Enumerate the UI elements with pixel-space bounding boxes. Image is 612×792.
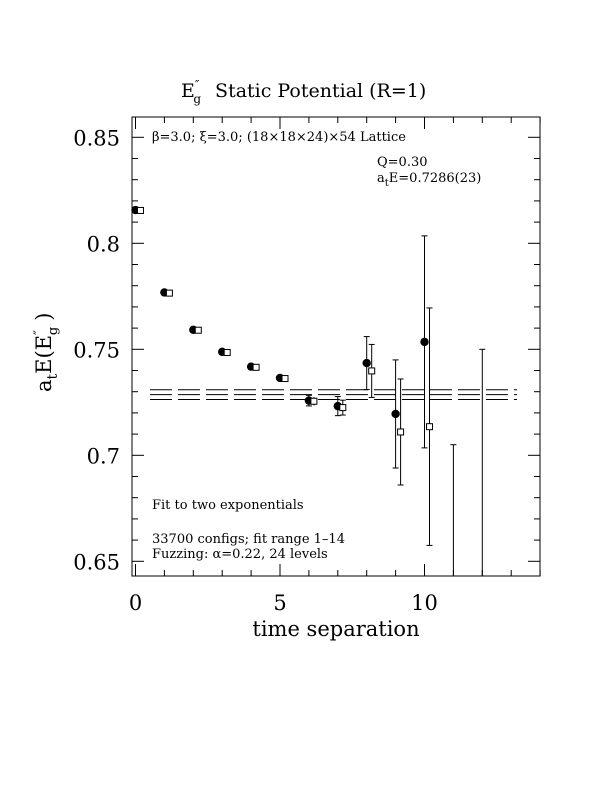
ylabel-prime: ″ bbox=[32, 330, 47, 335]
data-point-square bbox=[368, 367, 376, 375]
configs-annotation: 33700 configs; fit range 1–14 bbox=[152, 532, 345, 547]
fit-band bbox=[149, 389, 517, 401]
y-tick-label: 0.85 bbox=[73, 126, 120, 150]
fit-type-annotation: Fit to two exponentials bbox=[152, 498, 304, 513]
x-tick-label: 10 bbox=[411, 591, 438, 615]
marker-group bbox=[131, 205, 433, 436]
data-point-square bbox=[194, 326, 202, 334]
title-prime: ″ bbox=[195, 78, 200, 92]
title-rest: Static Potential (R=1) bbox=[215, 80, 426, 102]
data-point-square bbox=[165, 289, 173, 297]
ylabel-t: t bbox=[45, 373, 61, 379]
ylabel-close: ) bbox=[32, 313, 56, 321]
tick-group bbox=[132, 117, 541, 576]
data-point-square bbox=[426, 423, 433, 431]
y-tick-label: 0.8 bbox=[87, 232, 120, 256]
x-axis-label: time separation bbox=[252, 617, 419, 641]
ate-annotation: atE=0.7286(23) bbox=[377, 171, 481, 189]
ylabel-g: g bbox=[46, 327, 61, 335]
ylabel-e: E(E bbox=[32, 335, 56, 374]
y-tick-label: 0.75 bbox=[73, 338, 120, 362]
data-point-circle bbox=[391, 409, 400, 419]
y-tick-label: 0.65 bbox=[73, 550, 120, 574]
data-point-circle bbox=[420, 337, 429, 347]
error-bar-group bbox=[135, 208, 486, 576]
ate-prefix: a bbox=[377, 171, 385, 186]
q-annotation: Q=0.30 bbox=[377, 155, 428, 170]
data-point-square bbox=[397, 428, 405, 436]
chart-title: E″ g Static Potential (R=1) bbox=[181, 78, 426, 106]
data-point-circle bbox=[362, 358, 371, 368]
x-tick-label: 0 bbox=[129, 591, 142, 615]
x-tick-label: 5 bbox=[273, 591, 286, 615]
y-axis-label: atE(E″g) bbox=[32, 313, 61, 392]
ate-rest: E=0.7286(23) bbox=[389, 171, 482, 186]
data-point-square bbox=[252, 363, 260, 371]
data-point-square bbox=[310, 397, 318, 405]
data-point-square bbox=[223, 348, 231, 356]
ate-sub: t bbox=[385, 178, 389, 189]
data-point-square bbox=[339, 404, 347, 412]
title-sub: g bbox=[193, 92, 201, 106]
plot-frame bbox=[131, 116, 541, 577]
fuzzing-annotation: Fuzzing: α=0.22, 24 levels bbox=[152, 547, 328, 562]
lattice-annotation: β=3.0; ξ=3.0; (18×18×24)×54 Lattice bbox=[152, 130, 406, 145]
y-tick-label: 0.7 bbox=[87, 444, 120, 468]
tick-label-group: 0 5 10 0.65 0.7 0.75 0.8 0.85 bbox=[73, 126, 438, 615]
data-point-square bbox=[137, 206, 144, 214]
ylabel-a: a bbox=[32, 379, 56, 392]
data-point-square bbox=[281, 375, 289, 383]
title-symbol: E bbox=[181, 80, 195, 102]
